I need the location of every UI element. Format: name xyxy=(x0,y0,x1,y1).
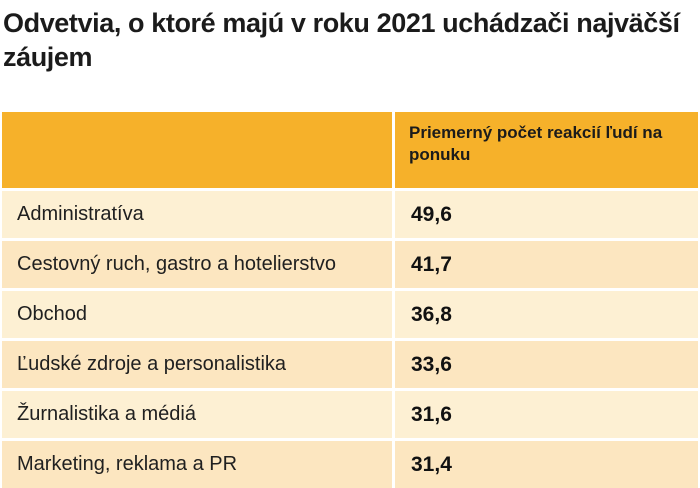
table-row: Obchod 36,8 xyxy=(2,288,698,338)
table-row: Marketing, reklama a PR 31,4 xyxy=(2,438,698,488)
row-category: Ľudské zdroje a personalistika xyxy=(17,353,287,375)
row-category: Administratíva xyxy=(17,203,144,225)
table-row: Žurnalistika a médiá 31,6 xyxy=(2,388,698,438)
row-value: 31,4 xyxy=(392,441,698,488)
data-table: Priemerný počet reakcií ľudí na ponuku A… xyxy=(2,112,698,488)
row-value: 31,6 xyxy=(392,391,698,438)
row-category: Žurnalistika a médiá xyxy=(17,403,196,425)
row-value: 33,6 xyxy=(392,341,698,388)
row-category: Marketing, reklama a PR xyxy=(17,453,238,475)
table-row: Ľudské zdroje a personalistika 33,6 xyxy=(2,338,698,388)
row-category: Obchod xyxy=(17,303,88,325)
row-value: 41,7 xyxy=(392,241,698,288)
header-value-label: Priemerný počet reakcií ľudí na ponuku xyxy=(392,112,698,188)
table-row: Administratíva 49,6 xyxy=(2,188,698,238)
row-value: 49,6 xyxy=(392,191,698,238)
row-category: Cestovný ruch, gastro a hotelierstvo xyxy=(17,253,337,275)
table-row: Cestovný ruch, gastro a hotelierstvo 41,… xyxy=(2,238,698,288)
row-value: 36,8 xyxy=(392,291,698,338)
header-category-cell xyxy=(2,112,392,188)
table-header: Priemerný počet reakcií ľudí na ponuku xyxy=(2,112,698,188)
chart-title: Odvetvia, o ktoré majú v roku 2021 uchád… xyxy=(3,8,680,72)
